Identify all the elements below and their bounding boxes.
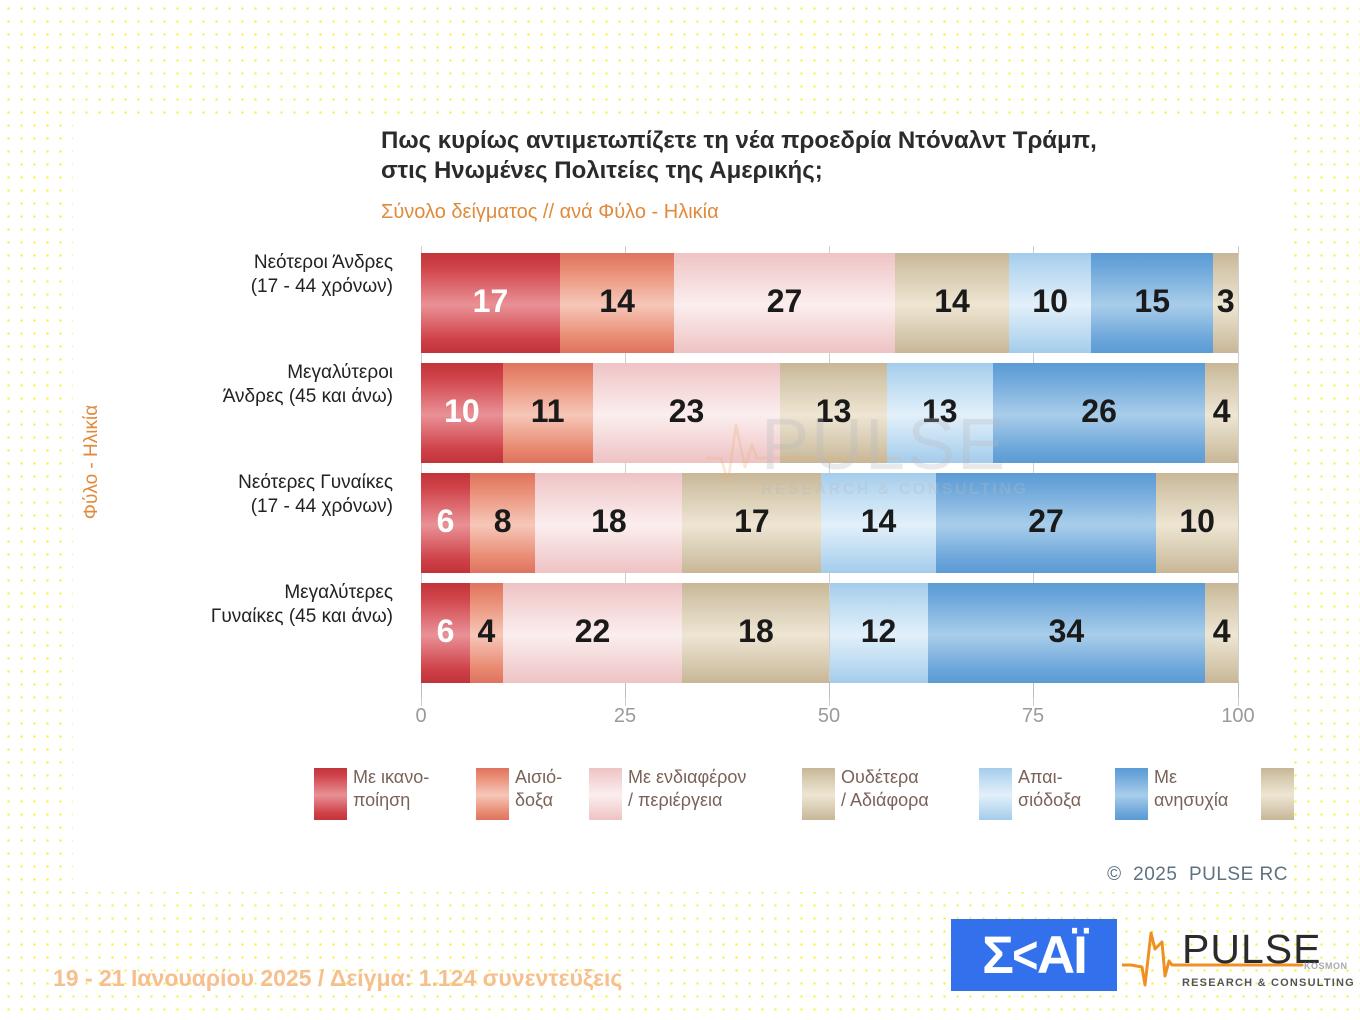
svg-text:PULSE: PULSE	[1182, 926, 1321, 972]
svg-text:KOSMON: KOSMON	[1304, 961, 1348, 971]
svg-text:PULSE: PULSE	[761, 405, 1007, 485]
svg-text:RESEARCH & CONSULTING: RESEARCH & CONSULTING	[1182, 977, 1355, 989]
svg-text:RESEARCH & CONSULTING: RESEARCH & CONSULTING	[761, 481, 1025, 498]
